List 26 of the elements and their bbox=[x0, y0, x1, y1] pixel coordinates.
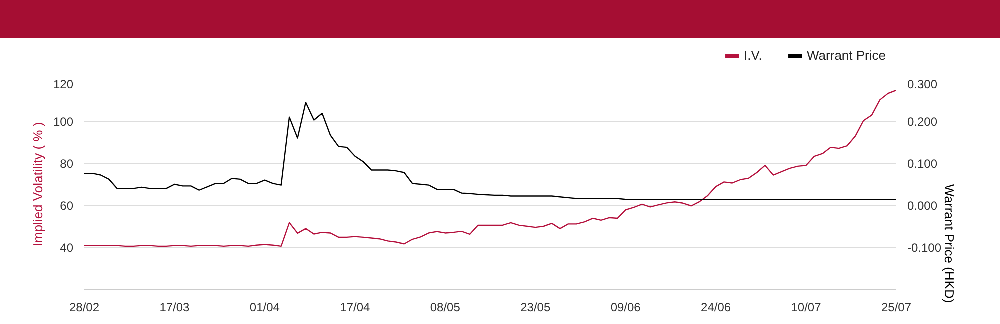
x-tick-label: 28/02 bbox=[69, 300, 100, 314]
x-tick-label: 17/03 bbox=[160, 300, 190, 314]
x-tick-label: 01/04 bbox=[250, 300, 280, 314]
y-tick-label: 120 bbox=[53, 78, 74, 92]
y2-tick-label: 0.200 bbox=[908, 115, 938, 129]
y2-tick-label: 0.300 bbox=[908, 78, 938, 92]
y-axis-title: Implied Volatility ( % ) bbox=[30, 122, 46, 247]
line-series bbox=[84, 90, 896, 248]
legend-label: I.V. bbox=[744, 48, 764, 63]
x-tick-label: 25/07 bbox=[881, 300, 912, 314]
x-tick-label: 24/06 bbox=[701, 300, 732, 314]
x-tick-label: 09/06 bbox=[610, 300, 642, 314]
x-tick-label: 10/07 bbox=[791, 300, 822, 314]
y-tick-label: 40 bbox=[60, 241, 74, 255]
y2-tick-label: -0.100 bbox=[908, 241, 942, 255]
y-tick-label: 60 bbox=[60, 199, 74, 213]
x-tick-label: 23/05 bbox=[520, 300, 551, 314]
y2-tick-label: 0.100 bbox=[908, 157, 938, 171]
y2-tick-label: 0.000 bbox=[908, 199, 938, 213]
y-tick-label: 80 bbox=[60, 157, 74, 171]
y-tick-label: 100 bbox=[53, 115, 74, 129]
x-tick-label: 17/04 bbox=[340, 300, 371, 314]
y2-axis-title: Warrant Price (HKD) bbox=[942, 184, 958, 304]
legend-label: Warrant Price bbox=[807, 48, 886, 63]
line-series bbox=[84, 102, 896, 200]
x-tick-label: 08/05 bbox=[430, 300, 461, 314]
